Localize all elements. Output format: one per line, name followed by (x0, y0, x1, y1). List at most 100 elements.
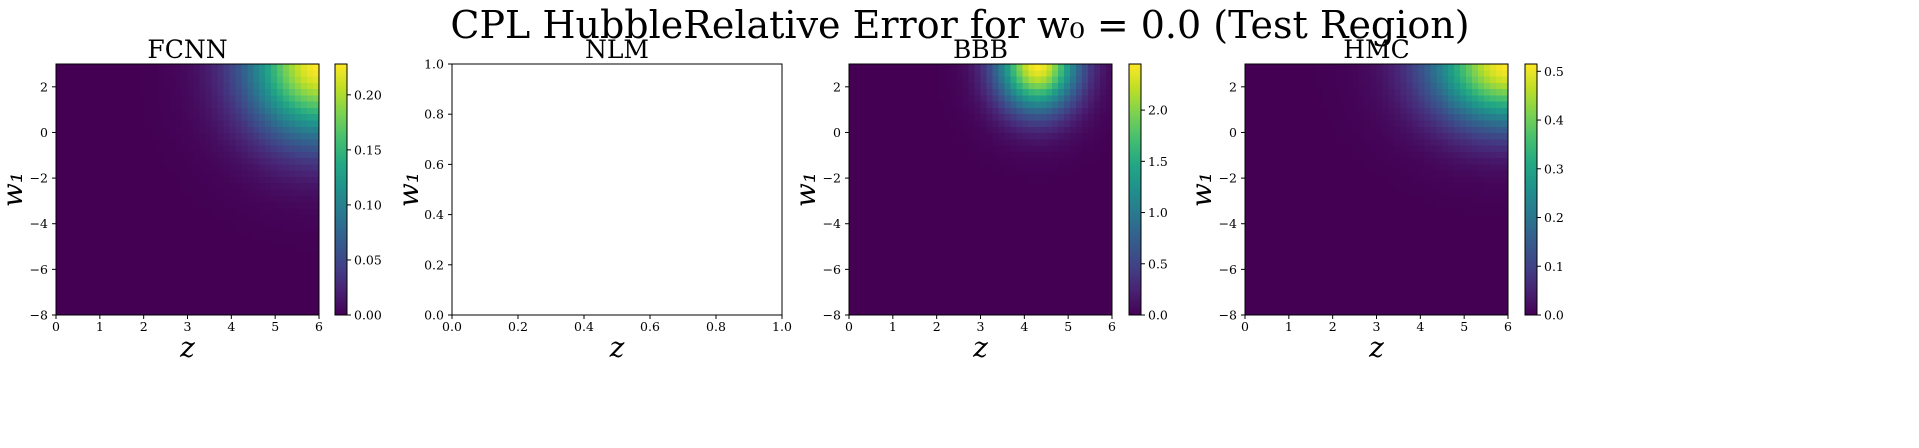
heatmap-cell (1310, 114, 1318, 122)
heatmap-cell (866, 227, 874, 235)
heatmap-cell (1106, 145, 1113, 153)
heatmap-cell (175, 64, 183, 71)
heatmap-cell (1106, 296, 1113, 304)
heatmap-cell (1106, 158, 1113, 166)
heatmap-cell (849, 64, 856, 71)
heatmap-cell (950, 202, 958, 209)
heatmap-cell (1358, 252, 1366, 260)
heatmap-cell (307, 208, 314, 216)
heatmap-cell (205, 114, 213, 122)
heatmap-cell (908, 64, 916, 71)
heatmap-cell (1028, 64, 1035, 71)
heatmap-cell (1334, 139, 1342, 147)
heatmap-cell (61, 183, 69, 191)
heatmap-cell (181, 208, 189, 216)
heatmap-cell (265, 308, 272, 316)
x-axis-label: z (609, 331, 625, 364)
heatmap-cell (289, 120, 296, 128)
heatmap-cell (109, 183, 117, 191)
heatmap-cell (980, 101, 988, 109)
heatmap-cell (992, 296, 1000, 304)
heatmap-cell (1304, 220, 1312, 228)
heatmap-cell (944, 277, 952, 285)
heatmap-cell (1262, 195, 1270, 203)
heatmap-cell (1310, 70, 1318, 78)
heatmap-cell (139, 114, 147, 122)
heatmap-cell (1094, 202, 1101, 209)
heatmap-cell (313, 64, 320, 71)
heatmap-cell (902, 283, 910, 291)
heatmap-cell (301, 233, 308, 241)
heatmap-cell (229, 214, 236, 222)
heatmap-cell (890, 252, 898, 260)
heatmap-cell (241, 277, 248, 285)
heatmap-cell (1004, 189, 1011, 197)
heatmap-cell (902, 107, 910, 115)
heatmap-cell (1292, 264, 1300, 272)
heatmap-cell (1376, 183, 1384, 191)
heatmap-cell (1394, 233, 1402, 241)
heatmap-cell (181, 271, 189, 278)
heatmap-cell (854, 271, 862, 278)
heatmap-cell (1250, 64, 1258, 71)
heatmap-cell (878, 271, 886, 278)
heatmap-cell (866, 220, 874, 228)
heatmap-cell (956, 133, 964, 140)
heatmap-cell (1310, 139, 1318, 147)
heatmap-cell (1004, 133, 1011, 140)
heatmap-cell (217, 133, 224, 140)
heatmap-cell (295, 101, 302, 109)
heatmap-cell (986, 176, 994, 184)
heatmap-cell (1358, 308, 1366, 316)
heatmap-cell (914, 158, 922, 166)
heatmap-cell (950, 252, 958, 260)
heatmap-cell (313, 252, 320, 260)
colorbar-bar (1128, 63, 1142, 316)
heatmap-cell (283, 258, 290, 266)
heatmap-cell (277, 176, 284, 184)
heatmap-cell (914, 145, 922, 153)
heatmap-cell (1364, 133, 1372, 140)
heatmap-cell (139, 151, 147, 159)
heatmap-cell (896, 101, 904, 109)
heatmap-cell (313, 101, 320, 109)
x-tick-label: 2 (933, 319, 941, 334)
heatmap-cell (115, 133, 123, 140)
heatmap-cell (1316, 208, 1324, 216)
heatmap-cell (938, 158, 946, 166)
heatmap-cell (163, 183, 171, 191)
heatmap-cell (1010, 214, 1017, 222)
heatmap-cell (1040, 258, 1047, 266)
heatmap-cell (277, 302, 284, 310)
colorbar: 0.000.050.100.150.20 (334, 63, 382, 323)
heatmap-cell (860, 258, 868, 266)
heatmap-cell (878, 208, 886, 216)
heatmap-cell (1418, 158, 1425, 166)
heatmap-cell (920, 277, 928, 285)
heatmap-cell (1106, 202, 1113, 209)
heatmap-cell (307, 239, 314, 247)
heatmap-cell (145, 202, 153, 209)
heatmap-cell (1280, 158, 1288, 166)
heatmap-cell (79, 70, 87, 78)
heatmap-cell (1364, 252, 1372, 260)
heatmap-cell (908, 195, 916, 203)
heatmap-cell (1028, 296, 1035, 304)
heatmap-cell (1334, 220, 1342, 228)
heatmap-cell (313, 126, 320, 134)
heatmap-cell (1298, 189, 1306, 197)
heatmap-cell (1004, 214, 1011, 222)
heatmap-cell (1004, 145, 1011, 153)
heatmap-cell (109, 289, 117, 297)
heatmap-cell (163, 176, 171, 184)
heatmap-cell (1430, 70, 1437, 78)
heatmap-cell (145, 114, 153, 122)
heatmap-cell (1322, 214, 1330, 222)
heatmap-cell (1352, 271, 1360, 278)
heatmap-cell (1334, 258, 1342, 266)
heatmap-cell (187, 296, 195, 304)
heatmap-cell (872, 70, 880, 78)
heatmap-cell (1250, 202, 1258, 209)
heatmap-cell (956, 89, 964, 96)
heatmap-cell (1022, 214, 1029, 222)
